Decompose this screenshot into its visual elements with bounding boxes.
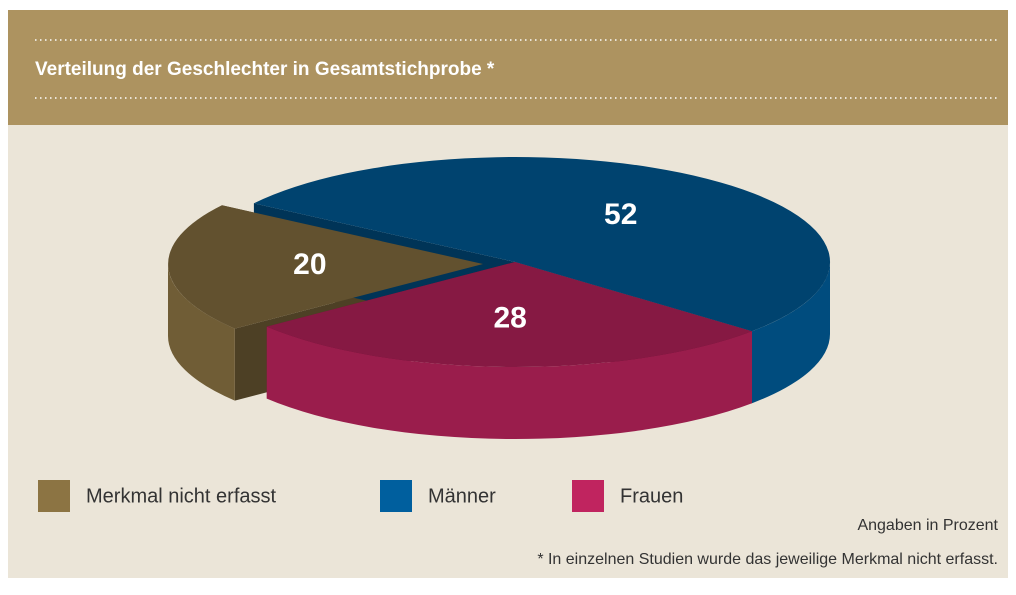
legend-label: Frauen [620,485,683,507]
legend-swatch [572,480,604,512]
legend-label: Männer [428,485,496,507]
legend-swatch [38,480,70,512]
slice-side [168,264,235,401]
slice [253,157,831,332]
slice [168,205,483,329]
legend: Merkmal nicht erfasst Männer Frauen [38,480,683,512]
slice-side [752,262,831,404]
note: Angaben in Prozent [857,517,998,534]
legend-label: Merkmal nicht erfasst [86,485,276,507]
slice-side [266,326,752,439]
data-label: 20 [293,248,326,281]
legend-swatch [380,480,412,512]
data-label: 52 [604,198,637,231]
chart-title: Verteilung der Geschlechter in Gesamtsti… [35,59,495,80]
pie: 20 52 28 [168,157,831,439]
header-band [8,10,1008,125]
data-label: 28 [493,302,526,335]
slice [266,262,752,367]
footnote: * In einzelnen Studien wurde das jeweili… [537,551,998,568]
